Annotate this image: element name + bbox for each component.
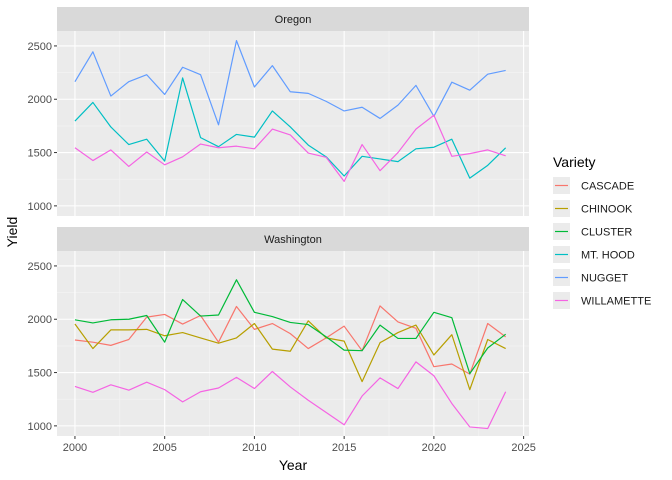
y-tick-label: 2500 (28, 261, 52, 273)
x-axis: 2000 2005 2010 2015 2020 2025 (63, 436, 536, 454)
y-tick-label: 2000 (28, 314, 52, 326)
legend-item: CASCADE (553, 177, 634, 194)
facet-strip (57, 7, 529, 31)
series-line-willamette (74, 361, 507, 430)
x-tick-label: 2015 (332, 442, 356, 454)
legend-label: NUGGET (581, 273, 628, 285)
series-line-cluster (74, 279, 507, 375)
panel-oregon: Oregon 1000 1500 2000 2500 (28, 7, 529, 216)
x-tick-label: 2020 (422, 442, 446, 454)
facet-strip-label: Oregon (275, 14, 312, 26)
y-tick-label: 1500 (28, 368, 52, 380)
x-tick-label: 2000 (63, 442, 87, 454)
legend-label: CASCADE (581, 181, 634, 193)
series-line-mt-hood (74, 77, 507, 179)
legend-item: WILLAMETTE (553, 292, 651, 309)
y-tick-label: 1000 (28, 421, 52, 433)
y-tick-label: 1000 (28, 201, 52, 213)
panel-background (57, 31, 529, 216)
legend-item: CHINOOK (553, 200, 633, 217)
x-axis-title: Year (279, 457, 308, 473)
y-tick-label: 2000 (28, 94, 52, 106)
y-tick-label: 2500 (28, 41, 52, 53)
series-line-cascade (74, 305, 507, 375)
legend-label: WILLAMETTE (581, 296, 651, 308)
legend: Variety CASCADE CHINOOK CLUSTER MT. HOOD NUG… (553, 154, 651, 309)
series-line-chinook (74, 320, 506, 391)
x-tick-label: 2025 (511, 442, 535, 454)
series-line-willamette (74, 114, 506, 182)
y-axis-title: Yield (4, 217, 20, 248)
legend-label: CHINOOK (581, 204, 633, 216)
y-tick-label: 1500 (28, 148, 52, 160)
legend-item: MT. HOOD (553, 246, 635, 263)
legend-label: MT. HOOD (581, 250, 635, 262)
facet-strip (57, 227, 529, 251)
legend-item: NUGGET (553, 269, 628, 286)
x-tick-label: 2005 (152, 442, 176, 454)
panel-washington: Washington 1000 1500 2000 2500 (28, 227, 529, 436)
facet-strip-label: Washington (264, 234, 322, 246)
panel-background (57, 251, 529, 436)
legend-item: CLUSTER (553, 223, 632, 240)
legend-title: Variety (553, 154, 596, 170)
legend-label: CLUSTER (581, 227, 632, 239)
x-tick-label: 2010 (242, 442, 266, 454)
panels: Oregon 1000 1500 2000 2500 Washington 1000 1500… (28, 7, 529, 436)
